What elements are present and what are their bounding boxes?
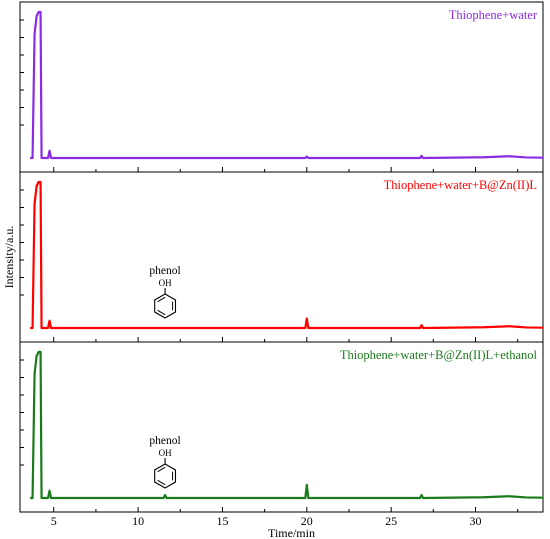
- panel-frame: [19, 341, 544, 513]
- x-tick-label: 10: [132, 514, 144, 528]
- phenol-label: phenol: [149, 265, 180, 277]
- x-tick-label: 25: [385, 514, 397, 528]
- series-label: Thiophene+water+B@Zn(II)L: [384, 178, 537, 192]
- benzene-ring: [154, 463, 177, 489]
- x-tick-label: 20: [301, 514, 313, 528]
- y-axis-label: Intensity/a.u.: [2, 226, 16, 289]
- double-bond: [157, 479, 166, 486]
- double-bond: [157, 309, 166, 316]
- oh-label: OH: [159, 448, 172, 458]
- oh-label: OH: [159, 278, 172, 288]
- benzene-ring: [154, 293, 177, 319]
- series-line: [30, 180, 544, 330]
- series-label: Thiophene+water: [449, 8, 538, 22]
- series-line: [30, 350, 544, 500]
- panel-frame: [19, 1, 544, 173]
- series-label: Thiophene+water+B@Zn(II)L+ethanol: [340, 348, 538, 362]
- phenol-label: phenol: [149, 435, 180, 447]
- x-tick-label: 5: [51, 514, 57, 528]
- x-axis-label: Time/min: [268, 526, 315, 539]
- x-tick-label: 30: [470, 514, 482, 528]
- double-bond: [157, 296, 166, 303]
- panel-frame: [19, 171, 544, 343]
- double-bond: [157, 466, 166, 473]
- series-line: [30, 10, 544, 160]
- x-tick-label: 15: [216, 514, 228, 528]
